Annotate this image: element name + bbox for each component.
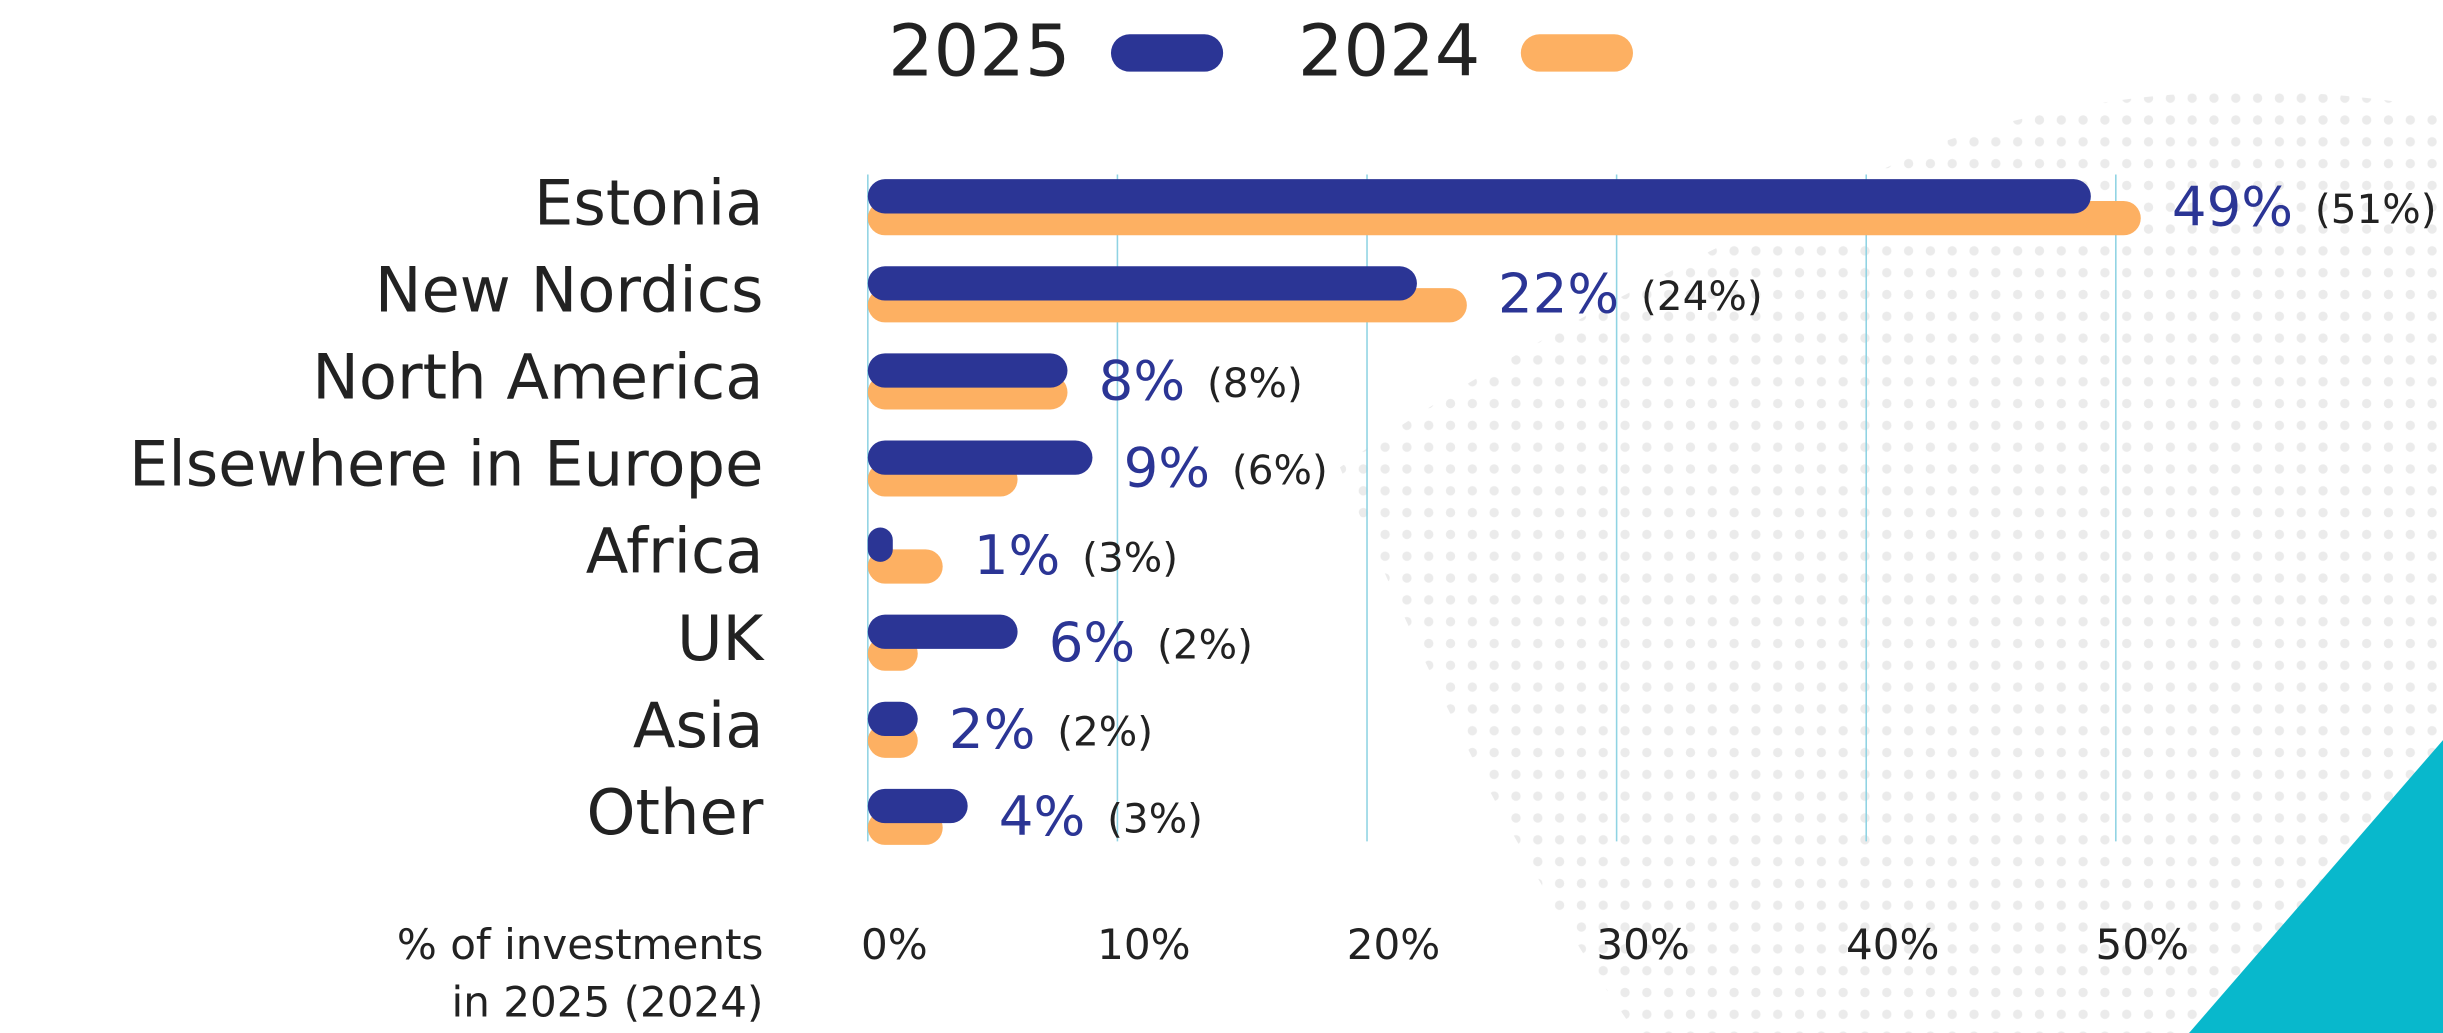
value-label: 2% <box>949 697 1035 761</box>
category-label: UK <box>677 602 766 675</box>
bar <box>867 266 1417 301</box>
legend-swatch <box>1110 34 1224 72</box>
legend-label: 2024 <box>1298 9 1480 93</box>
axis-label: % of investments <box>397 920 764 969</box>
category-label: North America <box>312 340 763 413</box>
category-label: Elsewhere in Europe <box>129 428 763 501</box>
x-tick-label: 30% <box>1596 920 1689 969</box>
bar <box>867 788 968 824</box>
x-tick-label: 40% <box>1846 920 1939 969</box>
value-label: 49% <box>2172 174 2293 238</box>
bar <box>867 179 2091 214</box>
bar <box>867 527 893 562</box>
background-pattern <box>1339 91 2443 1033</box>
value-label: 8% <box>1099 349 1186 413</box>
value-label: (3%) <box>1107 795 1203 843</box>
axis-label: in 2025 (2024) <box>452 977 764 1026</box>
value-label: 6% <box>1049 610 1136 674</box>
value-label: (6%) <box>1232 446 1328 494</box>
x-tick-label: 10% <box>1097 920 1190 969</box>
value-label: (2%) <box>1157 620 1253 668</box>
bar <box>867 614 1018 649</box>
bar <box>867 440 1093 475</box>
x-tick-label: 0% <box>861 920 928 969</box>
value-label: 4% <box>999 784 1086 848</box>
bar <box>867 353 1068 388</box>
corner-triangle <box>2189 740 2443 1033</box>
x-tick-label: 20% <box>1347 920 1440 969</box>
category-label: Other <box>587 776 764 849</box>
value-label: (8%) <box>1207 359 1303 407</box>
value-label: 9% <box>1124 436 1210 500</box>
category-label: Estonia <box>534 166 763 239</box>
category-label: Asia <box>633 689 764 762</box>
category-label: Africa <box>586 515 764 588</box>
category-label: New Nordics <box>375 253 764 326</box>
value-label: (24%) <box>1641 272 1763 320</box>
value-label: (3%) <box>1082 533 1178 581</box>
bar <box>867 701 918 737</box>
value-label: 22% <box>1498 262 1619 326</box>
value-label: (51%) <box>2315 185 2437 233</box>
legend-label: 2025 <box>888 9 1070 93</box>
legend-swatch <box>1520 34 1633 72</box>
value-label: 1% <box>974 523 1060 587</box>
value-label: (2%) <box>1057 707 1153 755</box>
x-tick-label: 50% <box>2096 920 2189 969</box>
